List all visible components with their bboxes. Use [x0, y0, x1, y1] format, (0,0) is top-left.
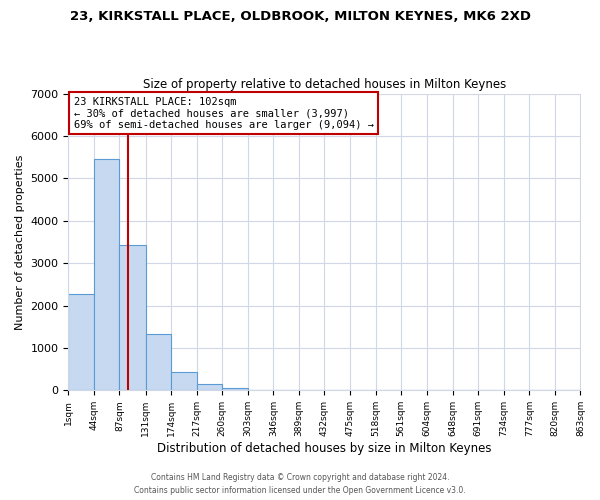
- Bar: [197, 384, 222, 390]
- Title: Size of property relative to detached houses in Milton Keynes: Size of property relative to detached ho…: [143, 78, 506, 91]
- Y-axis label: Number of detached properties: Number of detached properties: [15, 154, 25, 330]
- Bar: [171, 372, 197, 390]
- Bar: [146, 334, 171, 390]
- Bar: [119, 246, 146, 390]
- X-axis label: Distribution of detached houses by size in Milton Keynes: Distribution of detached houses by size …: [157, 442, 492, 455]
- Text: 23, KIRKSTALL PLACE, OLDBROOK, MILTON KEYNES, MK6 2XD: 23, KIRKSTALL PLACE, OLDBROOK, MILTON KE…: [70, 10, 530, 23]
- Text: 23 KIRKSTALL PLACE: 102sqm
← 30% of detached houses are smaller (3,997)
69% of s: 23 KIRKSTALL PLACE: 102sqm ← 30% of deta…: [74, 96, 374, 130]
- Bar: [68, 294, 94, 390]
- Bar: [94, 160, 119, 390]
- Bar: [222, 388, 248, 390]
- Text: Contains HM Land Registry data © Crown copyright and database right 2024.
Contai: Contains HM Land Registry data © Crown c…: [134, 474, 466, 495]
